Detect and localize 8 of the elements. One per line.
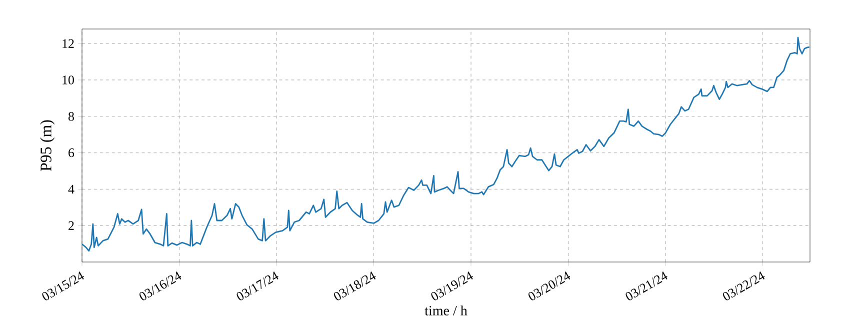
y-tick-label: 2 [68, 221, 74, 230]
y-tick-label: 10 [62, 76, 74, 84]
y-tick-label: 8 [68, 112, 74, 121]
y-tick-label: 6 [68, 148, 74, 158]
y-tick-label: 4 [68, 184, 74, 194]
x-axis-title: time / h [424, 306, 468, 316]
y-tick-label: 12 [62, 39, 74, 48]
y-axis-title: P95 (m) [40, 120, 55, 172]
